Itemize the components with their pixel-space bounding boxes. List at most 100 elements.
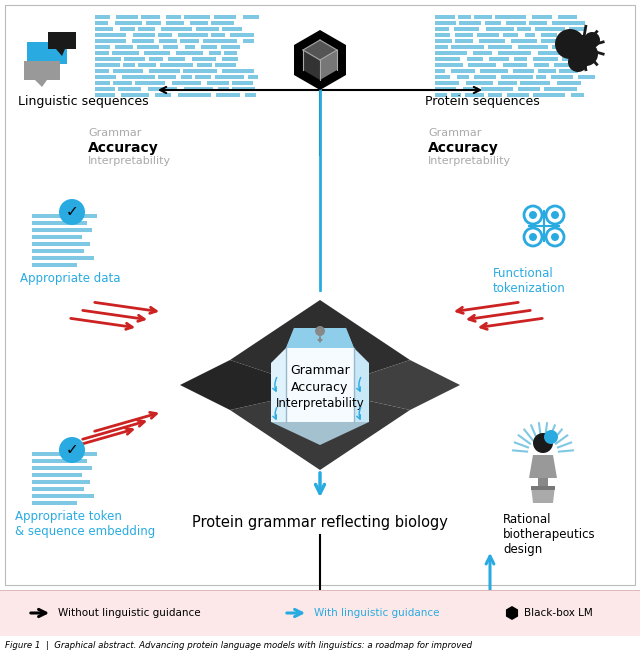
Bar	[184, 15, 210, 19]
Bar	[435, 93, 447, 97]
Bar	[525, 33, 535, 37]
Bar	[568, 45, 583, 49]
Bar	[467, 57, 483, 61]
Circle shape	[59, 437, 85, 463]
Bar	[32, 228, 92, 232]
Text: Accuracy: Accuracy	[428, 141, 499, 155]
Text: Rational
biotherapeutics
design: Rational biotherapeutics design	[503, 513, 596, 556]
Text: Grammar: Grammar	[290, 363, 350, 377]
Bar	[435, 15, 455, 19]
Polygon shape	[27, 42, 67, 73]
Polygon shape	[303, 40, 337, 60]
Bar	[485, 21, 501, 25]
Bar	[95, 75, 116, 79]
Bar	[557, 81, 581, 85]
Bar	[559, 69, 578, 73]
Circle shape	[569, 35, 595, 61]
Text: Appropriate token
& sequence embedding: Appropriate token & sequence embedding	[15, 510, 156, 538]
Bar	[533, 93, 565, 97]
Bar	[178, 33, 208, 37]
Bar	[181, 75, 192, 79]
Bar	[95, 15, 110, 19]
Bar	[113, 81, 132, 85]
Bar	[459, 21, 481, 25]
Bar	[180, 39, 199, 43]
Polygon shape	[271, 348, 286, 422]
Bar	[536, 75, 546, 79]
Bar	[95, 21, 108, 25]
Bar	[159, 39, 177, 43]
Bar	[32, 214, 97, 218]
Bar	[95, 39, 126, 43]
Bar	[95, 57, 121, 61]
Bar	[168, 57, 185, 61]
Bar	[569, 27, 586, 31]
Text: Protein grammar reflecting biology: Protein grammar reflecting biology	[192, 515, 448, 530]
Text: Linguistic sequences: Linguistic sequences	[18, 95, 148, 108]
Bar	[124, 57, 145, 61]
Bar	[451, 93, 461, 97]
Bar	[435, 27, 449, 31]
Bar	[552, 45, 563, 49]
Bar	[166, 15, 181, 19]
Bar	[176, 51, 203, 55]
Bar	[248, 75, 258, 79]
Bar	[133, 33, 155, 37]
Bar	[32, 473, 82, 477]
Text: Grammar: Grammar	[428, 128, 481, 138]
Bar	[544, 87, 577, 91]
Bar	[163, 45, 178, 49]
Bar	[172, 81, 201, 85]
Bar	[243, 39, 254, 43]
Polygon shape	[294, 30, 346, 90]
Bar	[201, 45, 217, 49]
Bar	[507, 93, 529, 97]
Bar	[215, 75, 244, 79]
Bar	[32, 235, 82, 239]
Bar	[166, 21, 184, 25]
Bar	[32, 459, 87, 463]
Bar	[146, 21, 161, 25]
Bar	[503, 33, 518, 37]
Bar	[5, 5, 635, 585]
Bar	[132, 39, 154, 43]
Bar	[115, 21, 142, 25]
Bar	[562, 57, 577, 61]
Bar	[457, 75, 469, 79]
Bar	[534, 63, 549, 67]
Bar	[532, 15, 552, 19]
Bar	[185, 45, 195, 49]
Bar	[138, 27, 155, 31]
Bar	[160, 63, 193, 67]
Circle shape	[551, 211, 559, 219]
Bar	[578, 75, 595, 79]
Bar	[222, 69, 254, 73]
Bar	[558, 15, 577, 19]
Bar	[218, 87, 229, 91]
Bar	[221, 45, 240, 49]
Bar	[95, 63, 120, 67]
Circle shape	[529, 211, 537, 219]
Bar	[138, 63, 156, 67]
Bar	[455, 33, 473, 37]
Bar	[498, 51, 531, 55]
Polygon shape	[354, 348, 369, 422]
Bar	[468, 63, 496, 67]
Bar	[207, 81, 229, 85]
Bar	[224, 51, 237, 55]
Bar	[190, 21, 208, 25]
Text: ✓: ✓	[66, 443, 78, 457]
Circle shape	[555, 29, 585, 59]
Bar	[479, 39, 505, 43]
Bar	[115, 45, 133, 49]
Bar	[122, 75, 155, 79]
Bar	[451, 69, 475, 73]
Bar	[435, 21, 456, 25]
Bar	[503, 63, 527, 67]
Bar	[155, 93, 171, 97]
Bar	[32, 501, 77, 505]
Text: Protein sequences: Protein sequences	[425, 95, 540, 108]
Circle shape	[315, 326, 325, 336]
Bar	[116, 15, 138, 19]
Bar	[32, 466, 92, 470]
